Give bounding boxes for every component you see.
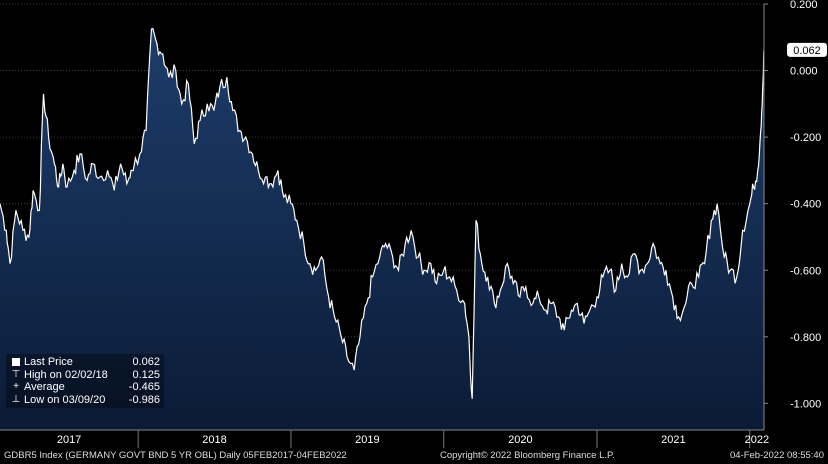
- footer-ticker: GDBR5 Index (GERMANY GOVT BND 5 YR OBL) …: [4, 450, 347, 461]
- price-line: [0, 27, 765, 399]
- x-tick-label: 2019: [355, 434, 379, 446]
- y-tick-label: -0.800: [790, 332, 821, 344]
- x-tick-label: 2021: [661, 434, 685, 446]
- legend-row-low: ⊥ Low on 03/09/20 -0.986: [10, 394, 160, 407]
- last-price-marker: 0.062: [787, 42, 827, 57]
- legend-value: 0.125: [132, 368, 160, 381]
- last-price-label: 0.062: [793, 45, 821, 57]
- legend-row-average: + Average -0.465: [10, 381, 160, 394]
- legend-row-high: ⊤ High on 02/02/18 0.125: [10, 369, 160, 382]
- footer-copyright: Copyright© 2022 Bloomberg Finance L.P.: [440, 450, 615, 461]
- y-tick-label: -0.200: [790, 132, 821, 144]
- legend-label: Low on 03/09/20: [24, 393, 106, 406]
- legend-value: -0.465: [128, 381, 160, 393]
- legend-row-last-price: Last Price 0.062: [10, 356, 160, 369]
- legend-label: High on 02/02/18: [24, 368, 108, 381]
- x-tick-label: 2022: [745, 434, 769, 446]
- y-tick-label: 0.200: [790, 0, 818, 11]
- square-icon: [12, 358, 20, 367]
- legend-value: -0.986: [128, 393, 160, 406]
- x-tick-label: 2017: [57, 434, 81, 446]
- price-area: [0, 28, 764, 430]
- chart-footer: GDBR5 Index (GERMANY GOVT BND 5 YR OBL) …: [0, 449, 828, 464]
- chart-legend: Last Price 0.062 ⊤ High on 02/02/18 0.125…: [6, 354, 164, 408]
- legend-label: Average: [24, 381, 65, 393]
- y-tick-label: 0.000: [790, 66, 818, 78]
- y-axis: 0.200 0.000 -0.200 -0.400 -0.600 -0.800 -1.000: [763, 0, 821, 430]
- x-tick-label: 2018: [202, 434, 226, 446]
- legend-value: 0.062: [132, 356, 160, 368]
- high-marker-icon: ⊤: [11, 368, 21, 380]
- y-tick-label: -1.000: [790, 398, 821, 410]
- footer-timestamp: 04-Feb-2022 08:55:40: [729, 450, 824, 461]
- legend-label: Last Price: [24, 356, 73, 368]
- y-tick-label: -0.400: [790, 199, 821, 211]
- x-axis: 2017 2018 2019 2020 2021 2022: [0, 429, 769, 448]
- average-marker-icon: +: [13, 381, 19, 392]
- low-marker-icon: ⊥: [11, 393, 21, 405]
- y-tick-label: -0.600: [790, 265, 821, 277]
- last-price-label-box: [787, 42, 827, 57]
- x-tick-label: 2020: [508, 434, 532, 446]
